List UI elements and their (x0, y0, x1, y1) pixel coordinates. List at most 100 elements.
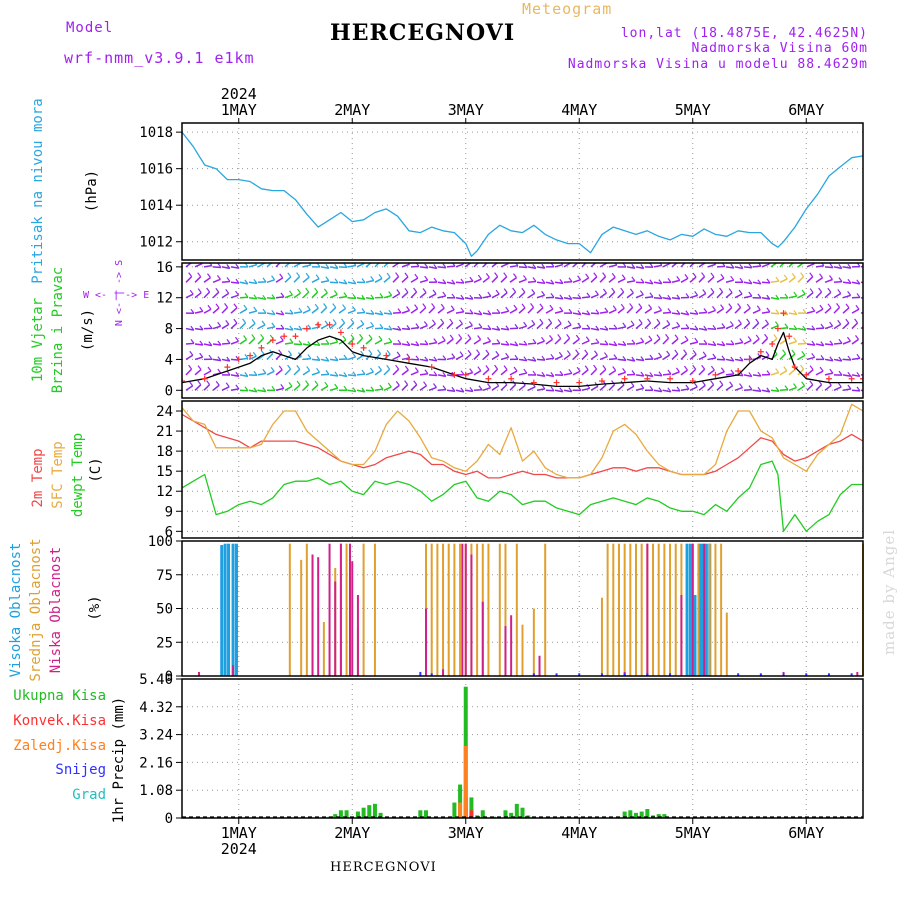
wind-barb-flag (189, 350, 194, 356)
wind-barb-flag (640, 337, 645, 343)
wind-barb-flag (755, 334, 760, 340)
pressure-unit-label: (hPa) (84, 170, 100, 212)
wind-barb (293, 368, 301, 376)
cloud-bar (447, 543, 450, 676)
wind-barb-flag (730, 340, 735, 345)
wind-barb (680, 339, 689, 345)
wind-barb (824, 266, 834, 269)
wind-barb (581, 296, 591, 299)
cloud-bar (317, 557, 320, 676)
wind-barb (707, 327, 717, 331)
wind-barb (770, 296, 780, 300)
wind-barb-flag (838, 338, 843, 344)
wind-barb-flag (414, 304, 419, 310)
wind-barb-flag (306, 305, 311, 311)
wind-barb (410, 308, 419, 314)
wind-barb (671, 371, 680, 376)
wind-barb (554, 389, 563, 393)
wind-barb-flag (244, 279, 249, 285)
wind-barb-flag (746, 303, 751, 309)
wind-barb (590, 327, 600, 331)
bottom-date-label: 2MAY (334, 824, 370, 842)
wind-barb (464, 280, 474, 284)
wind-barb-flag (694, 291, 699, 296)
wind-barb (302, 309, 311, 314)
wind-barb-flag (765, 351, 770, 356)
wind-barb-flag (343, 279, 348, 285)
wind-barb-flag (451, 353, 456, 358)
wind-barb (509, 308, 518, 314)
wind-barb-flag (721, 355, 726, 361)
wind-barb-flag (460, 294, 465, 300)
wind-barb-flag (226, 339, 231, 344)
wind-barb-flag (406, 324, 411, 330)
wind-barb-flag (775, 309, 780, 315)
wind-barb (770, 324, 779, 330)
precip-bar (355, 811, 360, 818)
wind-compass-we-icon: W <- | -> E (83, 290, 149, 301)
wind-barb-flag (217, 321, 222, 327)
wind-barb (761, 389, 770, 393)
wind-barb (374, 369, 382, 376)
wind-barb (455, 389, 464, 393)
wind-barb (833, 306, 841, 314)
wind-barb-flag (631, 263, 636, 269)
grid-layer (182, 123, 863, 819)
wind-barb (806, 263, 815, 268)
wind-barb-flag (494, 364, 499, 370)
wind-barb-flag (467, 334, 472, 339)
wind-barb (428, 341, 438, 345)
wind-gust-marker (689, 378, 696, 385)
wind-barb-flag (811, 352, 816, 358)
model-label: Model (66, 20, 114, 36)
wind-gust-marker (712, 371, 719, 378)
panel-frame (181, 678, 864, 819)
wind-barb (851, 357, 861, 361)
wind-barb-flag (379, 384, 384, 390)
wind-barb-flag (314, 303, 319, 309)
wind-barb (806, 343, 816, 346)
wind-barb (572, 370, 581, 376)
wind-barb-flag (505, 325, 510, 331)
wind-barb (437, 266, 447, 269)
wind-barb-flag (316, 355, 321, 361)
cloud-bar (657, 543, 660, 676)
top-date-label: 6MAY (788, 101, 824, 119)
wind-barb-flag (612, 366, 617, 371)
wind-barb (797, 293, 806, 299)
wind-barb-flag (649, 385, 654, 391)
wind-barb-flag (260, 350, 265, 355)
wind-barb-flag (802, 339, 807, 344)
wind-barb-flag (701, 272, 706, 277)
wind-barb (239, 281, 248, 285)
wind-barb-flag (739, 277, 744, 283)
wind-barb-flag (819, 366, 824, 372)
wind-barb (365, 296, 375, 300)
wind-barb-flag (495, 350, 500, 356)
cloud-bar (646, 543, 649, 676)
top-date-label: 3MAY (448, 101, 484, 119)
wind-barb-flag (379, 293, 384, 298)
wind-barb (356, 296, 365, 301)
wind-barb (410, 326, 420, 330)
wind-barb (311, 384, 319, 391)
wind-barb-flag (190, 339, 195, 344)
wind-gust-marker (201, 375, 208, 382)
wind-gust-marker (485, 375, 492, 382)
wind-barb (662, 263, 671, 268)
wind-barb (383, 312, 393, 315)
y-tick-label: 8 (165, 322, 173, 338)
wind-barb (509, 277, 517, 283)
wind-barb (734, 386, 743, 391)
wind-barb-flag (378, 335, 383, 341)
wind-barb (464, 389, 474, 393)
wind-barb-flag (674, 334, 679, 340)
wind-barb-flag (235, 371, 240, 377)
wind-barb (653, 281, 663, 285)
wind-barb-flag (377, 349, 382, 355)
footer-title: HERCEGNOVI (330, 860, 437, 875)
wind-barb-flag (523, 368, 528, 374)
wind-barb-flag (631, 276, 636, 282)
wind-barb-flag (576, 366, 581, 372)
wind-barb (347, 356, 356, 361)
